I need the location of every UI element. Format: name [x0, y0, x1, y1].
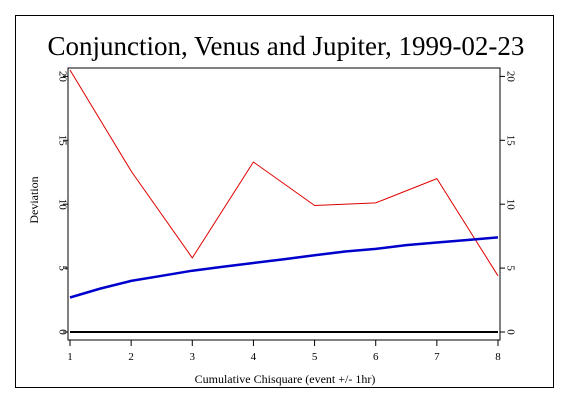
x-tick-label: 6	[373, 351, 379, 363]
y-tick-label-right: 15	[504, 135, 516, 147]
y-tick-label: 0	[56, 329, 68, 335]
x-axis: 1 2 3 4 5 6 7 8	[67, 340, 501, 363]
x-tick-label: 5	[312, 351, 318, 363]
y-tick-label-right: 5	[504, 265, 516, 271]
y-tick-label-right: 0	[504, 329, 516, 335]
plot-area	[67, 67, 501, 341]
chart-title: Conjunction, Venus and Jupiter, 1999-02-…	[48, 31, 525, 61]
y-axis-left: 0 5 10 15 20	[56, 71, 68, 335]
y-tick-label: 15	[56, 135, 68, 147]
y-tick-label: 10	[56, 199, 68, 211]
y-axis-label: Deviation	[27, 176, 41, 223]
series-layer	[69, 69, 499, 333]
series-line-1	[69, 69, 499, 277]
y-tick-label-right: 20	[504, 71, 516, 83]
chart-frame	[15, 15, 554, 388]
y-tick-label: 5	[56, 265, 68, 271]
x-axis-label: Cumulative Chisquare (event +/- 1hr)	[195, 372, 376, 386]
y-axis-right: 0 5 10 15 20	[500, 71, 516, 335]
y-tick-label: 20	[56, 71, 68, 83]
x-tick-label: 8	[495, 351, 501, 363]
x-tick-label: 2	[128, 351, 134, 363]
x-tick-label: 4	[251, 351, 257, 363]
series-line-2	[69, 236, 499, 299]
x-tick-label: 3	[190, 351, 196, 363]
x-tick-label: 1	[67, 351, 73, 363]
y-tick-label-right: 10	[504, 199, 516, 211]
x-tick-label: 7	[434, 351, 440, 363]
